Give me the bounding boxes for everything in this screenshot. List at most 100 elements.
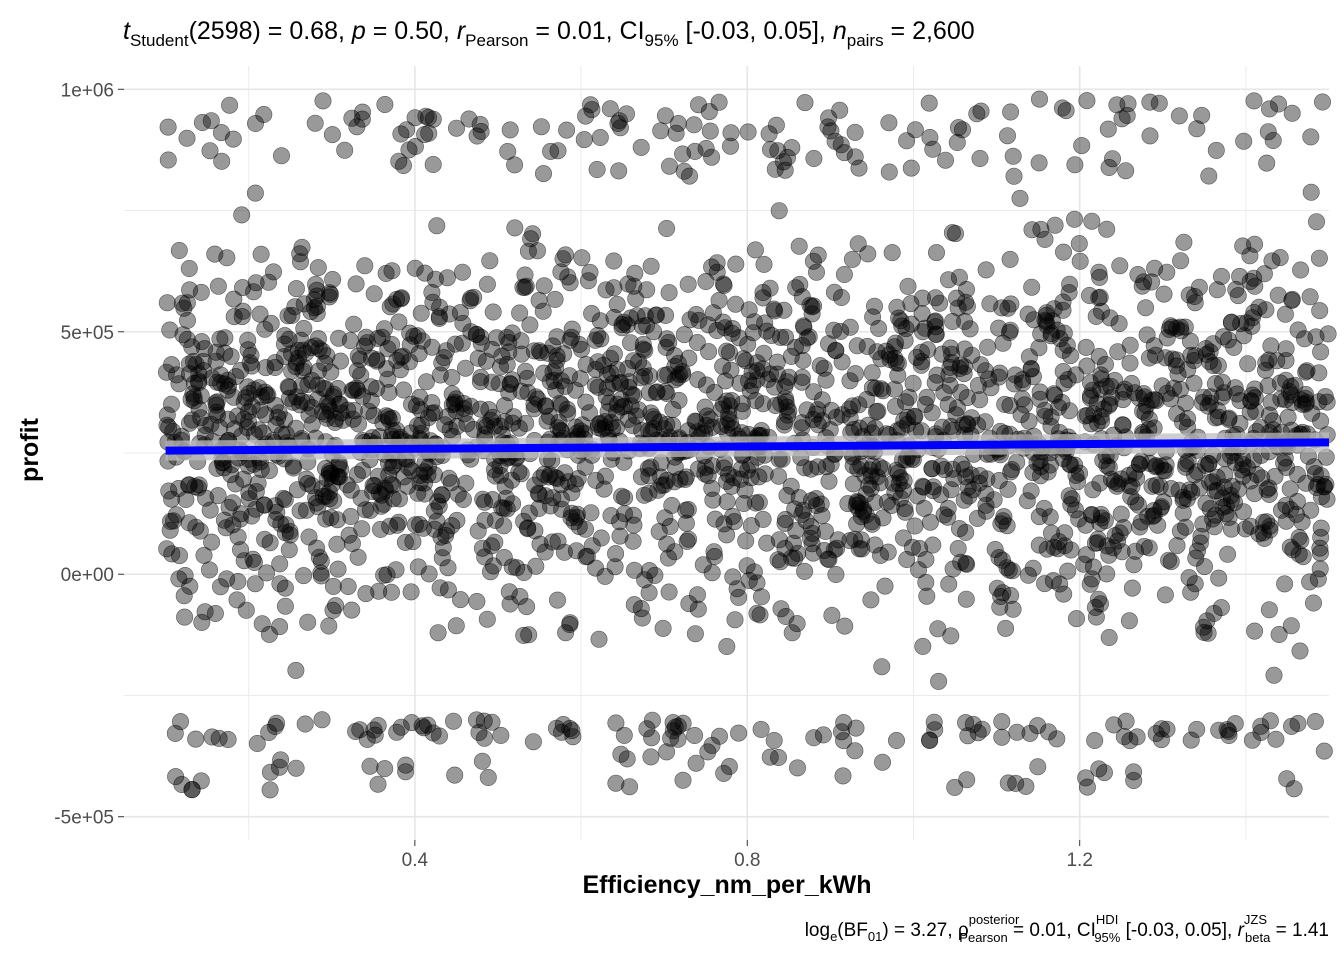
scatter-point: [807, 490, 825, 508]
scatter-point: [266, 354, 284, 372]
scatter-point: [158, 416, 176, 434]
scatter-point: [745, 313, 763, 331]
scatter-point: [1168, 537, 1186, 555]
scatter-point: [605, 279, 623, 297]
scatter-point: [720, 757, 738, 775]
scatter-point: [1114, 416, 1132, 434]
scatter-point: [657, 338, 675, 356]
scatter-point: [390, 313, 408, 331]
scatter-point: [1182, 346, 1200, 364]
scatter-point: [219, 381, 237, 399]
scatter-point: [339, 577, 357, 595]
scatter-point: [1113, 110, 1131, 128]
scatter-point: [993, 713, 1011, 731]
scatter-point: [776, 389, 794, 407]
scatter-point: [1191, 534, 1209, 552]
scatter-point: [1193, 106, 1211, 124]
scatter-point: [896, 393, 914, 411]
scatter-point: [742, 456, 760, 474]
scatter-point: [943, 345, 961, 363]
scatter-point: [605, 252, 623, 270]
scatter-point: [232, 361, 250, 379]
scatter-point: [478, 610, 496, 628]
scatter-point: [378, 566, 396, 584]
y-tick-label: 1e+06: [61, 80, 114, 101]
scatter-point: [862, 591, 880, 609]
scatter-point: [295, 567, 313, 585]
scatter-point: [446, 335, 464, 353]
scatter-point: [719, 410, 737, 428]
scatter-point: [1239, 355, 1257, 373]
scatter-point: [758, 322, 776, 340]
scatter-point: [596, 467, 614, 485]
scatter-point: [999, 774, 1017, 792]
scatter-point: [752, 720, 770, 738]
scatter-point: [912, 343, 930, 361]
scatter-point: [809, 458, 827, 476]
scatter-point: [722, 124, 740, 142]
scatter-point: [530, 485, 548, 503]
scatter-point: [626, 264, 644, 282]
scatter-point: [1035, 499, 1053, 517]
scatter-point: [558, 121, 576, 139]
scatter-point: [1309, 570, 1327, 588]
scatter-point: [342, 507, 360, 525]
scatter-point: [1083, 570, 1101, 588]
scatter-point: [686, 625, 704, 643]
scatter-point: [1193, 394, 1211, 412]
scatter-point: [267, 511, 285, 529]
scatter-point: [889, 354, 907, 372]
scatter-point: [1143, 391, 1161, 409]
scatter-point: [718, 416, 736, 434]
scatter-point: [518, 598, 536, 616]
scatter-point: [1158, 263, 1176, 281]
scatter-point: [770, 467, 788, 485]
scatter-point: [1068, 610, 1086, 628]
scatter-point: [700, 103, 718, 121]
scatter-point: [634, 340, 652, 358]
scatter-point: [287, 661, 305, 679]
scatter-point: [635, 486, 653, 504]
scatter-point: [790, 237, 808, 255]
scatter-point: [535, 277, 553, 295]
scatter-point: [679, 500, 697, 518]
scatter-point: [351, 721, 369, 739]
scatter-point: [219, 730, 237, 748]
scatter-point: [942, 627, 960, 645]
scatter-point: [738, 557, 756, 575]
scatter-point: [173, 775, 191, 793]
scatter-point: [981, 295, 999, 313]
scatter-point: [381, 298, 399, 316]
scatter-point: [742, 517, 760, 535]
scatter-point: [246, 184, 264, 202]
scatter-point: [1101, 395, 1119, 413]
scatter-point: [998, 127, 1016, 145]
scatter-point: [233, 206, 251, 224]
scatter-point: [486, 511, 504, 529]
scatter-point: [456, 359, 474, 377]
scatter-point: [825, 321, 843, 339]
scatter-point: [518, 369, 536, 387]
scatter-point: [498, 355, 516, 373]
scatter-point: [187, 355, 205, 373]
scatter-point: [1055, 243, 1073, 261]
scatter-point: [535, 364, 553, 382]
scatter-point: [971, 391, 989, 409]
scatter-point: [959, 727, 977, 745]
scatter-point: [861, 461, 879, 479]
scatter-point: [748, 604, 766, 622]
r-sub-caption: beta: [1245, 930, 1271, 945]
scatter-point: [495, 548, 513, 566]
scatter-point: [772, 600, 790, 618]
scatter-point: [192, 283, 210, 301]
scatter-point: [1260, 601, 1278, 619]
scatter-point: [322, 509, 340, 527]
scatter-point: [783, 624, 801, 642]
scatter-point: [699, 467, 717, 485]
scatter-point: [1261, 406, 1279, 424]
scatter-point: [348, 465, 366, 483]
scatter-point: [1297, 363, 1315, 381]
scatter-point: [163, 395, 181, 413]
scatter-point: [688, 333, 706, 351]
scatter-point: [913, 353, 931, 371]
